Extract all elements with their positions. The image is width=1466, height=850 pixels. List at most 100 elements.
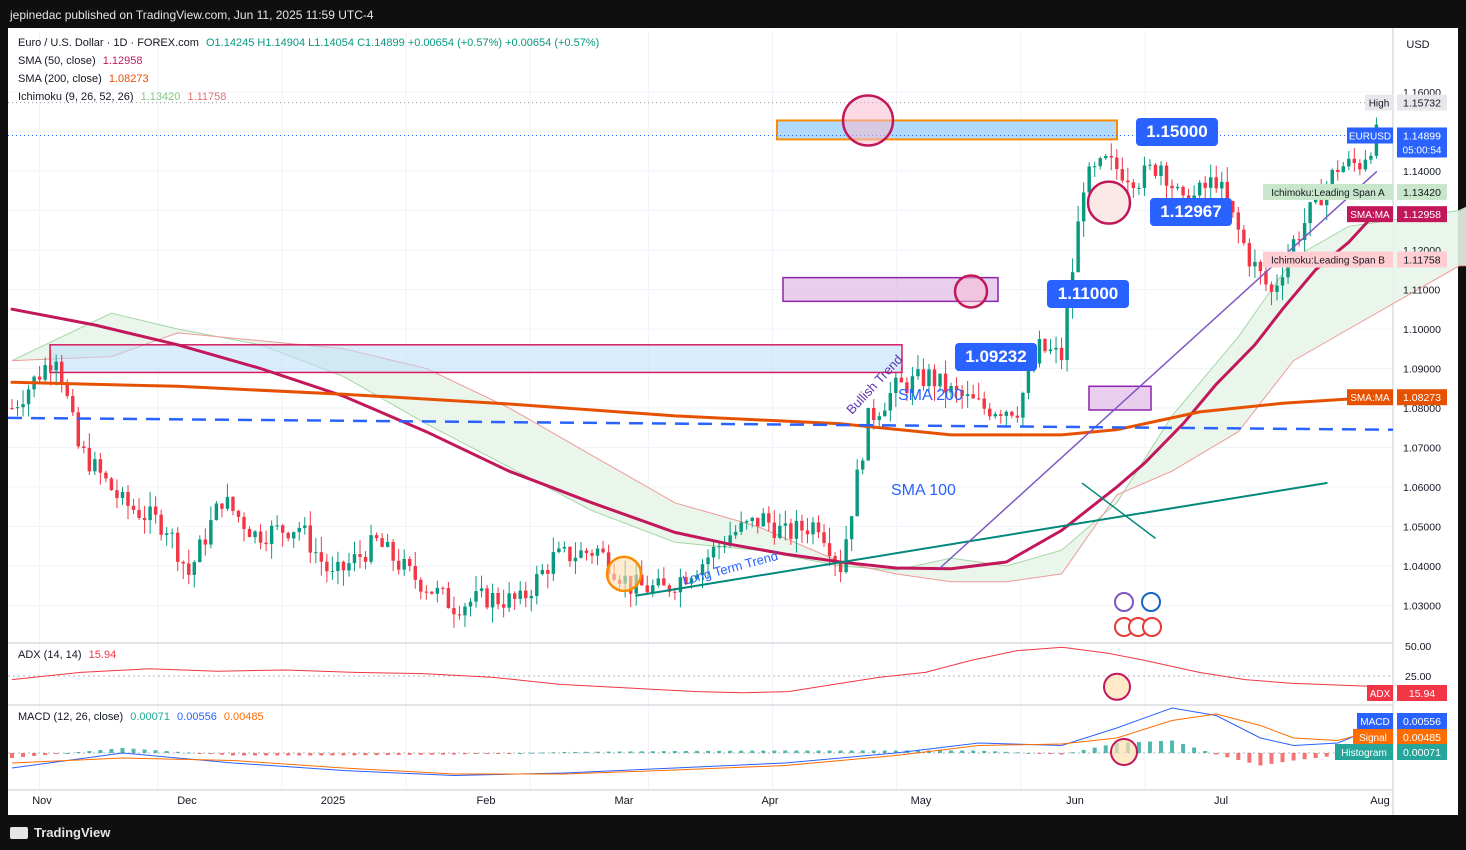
candle-body [673, 591, 677, 593]
highlight-circle-top [841, 94, 895, 147]
candle-body [905, 382, 909, 394]
candle-body [441, 587, 445, 589]
candle-body [181, 561, 185, 564]
candle-body [187, 563, 191, 575]
macd-histogram-bar [1269, 753, 1274, 764]
macd-legend: MACD (12, 26, close) 0.00071 0.00556 0.0… [18, 708, 268, 726]
resistance-zone-high [776, 119, 1118, 141]
macd-histogram-bar [142, 749, 147, 753]
macd-histogram-bar [451, 753, 456, 755]
span-a-value: 1.13420 [1403, 187, 1441, 199]
time-tick: Aug [1370, 795, 1390, 807]
level-badge-3-text: 1.11000 [1058, 284, 1119, 303]
macd-histogram-bar [573, 751, 578, 753]
candle-body [706, 557, 710, 565]
candle-body [827, 543, 832, 557]
time-tick: Mar [615, 795, 634, 807]
price-axis: USD1.160001.150001.140001.130001.120001.… [1263, 39, 1447, 760]
macd-histogram-bar [529, 752, 534, 754]
candle-body [402, 558, 406, 570]
long-term-trend-line [635, 482, 1328, 597]
candle-body [15, 407, 20, 409]
candle-body [877, 416, 881, 421]
macd-hist-value: 0.00071 [130, 711, 170, 723]
high-label: High [1369, 99, 1390, 110]
candle-body [220, 503, 224, 509]
candle-body [507, 593, 511, 608]
macd-value: 0.00556 [1403, 716, 1441, 728]
level-badge-1-text: 1.15000 [1146, 122, 1207, 141]
candle-body [540, 569, 545, 575]
macd-histogram-bar [87, 751, 92, 753]
macd-histogram-bar [1158, 741, 1163, 753]
candle-body [678, 577, 683, 593]
publish-info: jepinedac published on TradingView.com, … [10, 8, 374, 22]
candle-body [292, 532, 296, 539]
macd-histogram-bar [551, 752, 556, 754]
macd-histogram-bar [915, 750, 920, 753]
candle-body [551, 552, 556, 574]
candle-body [104, 472, 108, 479]
macd-histogram-bar [683, 750, 688, 753]
macd-histogram-bar [275, 753, 280, 756]
candle-body [1081, 192, 1086, 222]
candle-body [485, 588, 489, 608]
macd-histogram-bar [264, 753, 269, 756]
candle-body [938, 373, 942, 387]
macd-histogram-bar [617, 751, 622, 753]
candle-body [198, 539, 202, 563]
highlight-circle-support [953, 274, 989, 309]
candle-body [153, 506, 158, 515]
candle-body [1137, 187, 1141, 189]
macd-histogram-bar [1214, 753, 1219, 755]
high-label-box [1365, 94, 1393, 111]
candle-body [65, 383, 69, 397]
candle-body [48, 365, 53, 371]
price-tick: 1.06000 [1403, 482, 1441, 494]
candle-body [1043, 339, 1047, 352]
candle-body [131, 505, 136, 510]
highlight-circle-cross [605, 555, 643, 593]
candle-body [192, 562, 197, 575]
macd-histogram-bar [1280, 753, 1285, 763]
candle-body [1087, 166, 1091, 193]
macd-histogram-bar [518, 753, 523, 754]
adx-legend: ADX (14, 14) 15.94 [18, 646, 120, 664]
candle-body [82, 446, 86, 448]
macd-histogram-bar [175, 751, 180, 753]
candle-body [1358, 163, 1362, 170]
candle-body [645, 585, 649, 593]
candle-body [1059, 347, 1064, 361]
resistance-zone-old [49, 344, 903, 374]
macd-histogram-bar [938, 750, 943, 753]
candle-body [1369, 155, 1373, 160]
candle-body [490, 592, 495, 608]
bullish-trend-line [939, 171, 1378, 569]
candle-body [352, 554, 357, 564]
signal-value-box [1397, 729, 1447, 745]
macd-histogram-bar [396, 753, 401, 755]
sma50-value: 1.12958 [102, 55, 143, 67]
macd-histogram-bar [120, 748, 125, 753]
span-a-label: Ichimoku:Leading Span A [1271, 188, 1385, 199]
candle-body [325, 561, 329, 572]
candle-body [71, 396, 75, 413]
candle-body [54, 361, 58, 371]
macd-histogram-bar [363, 753, 368, 756]
macd-histogram-bar [1313, 753, 1318, 758]
macd-histogram-bar [297, 753, 302, 756]
candle-body [126, 492, 130, 506]
candle-body [684, 577, 688, 584]
macd-histogram-bar [54, 753, 59, 754]
candle-body [590, 553, 594, 556]
candle-body [606, 552, 611, 574]
candle-body [264, 542, 268, 545]
ichimoku-b-value: 1.11758 [187, 91, 227, 103]
macd-histogram-bar [153, 750, 158, 753]
candle-body [733, 531, 738, 536]
price-tick: 1.11000 [1403, 285, 1440, 297]
macd-histogram-bar [385, 753, 390, 756]
candle-body [93, 459, 97, 472]
candle-body [369, 535, 373, 562]
